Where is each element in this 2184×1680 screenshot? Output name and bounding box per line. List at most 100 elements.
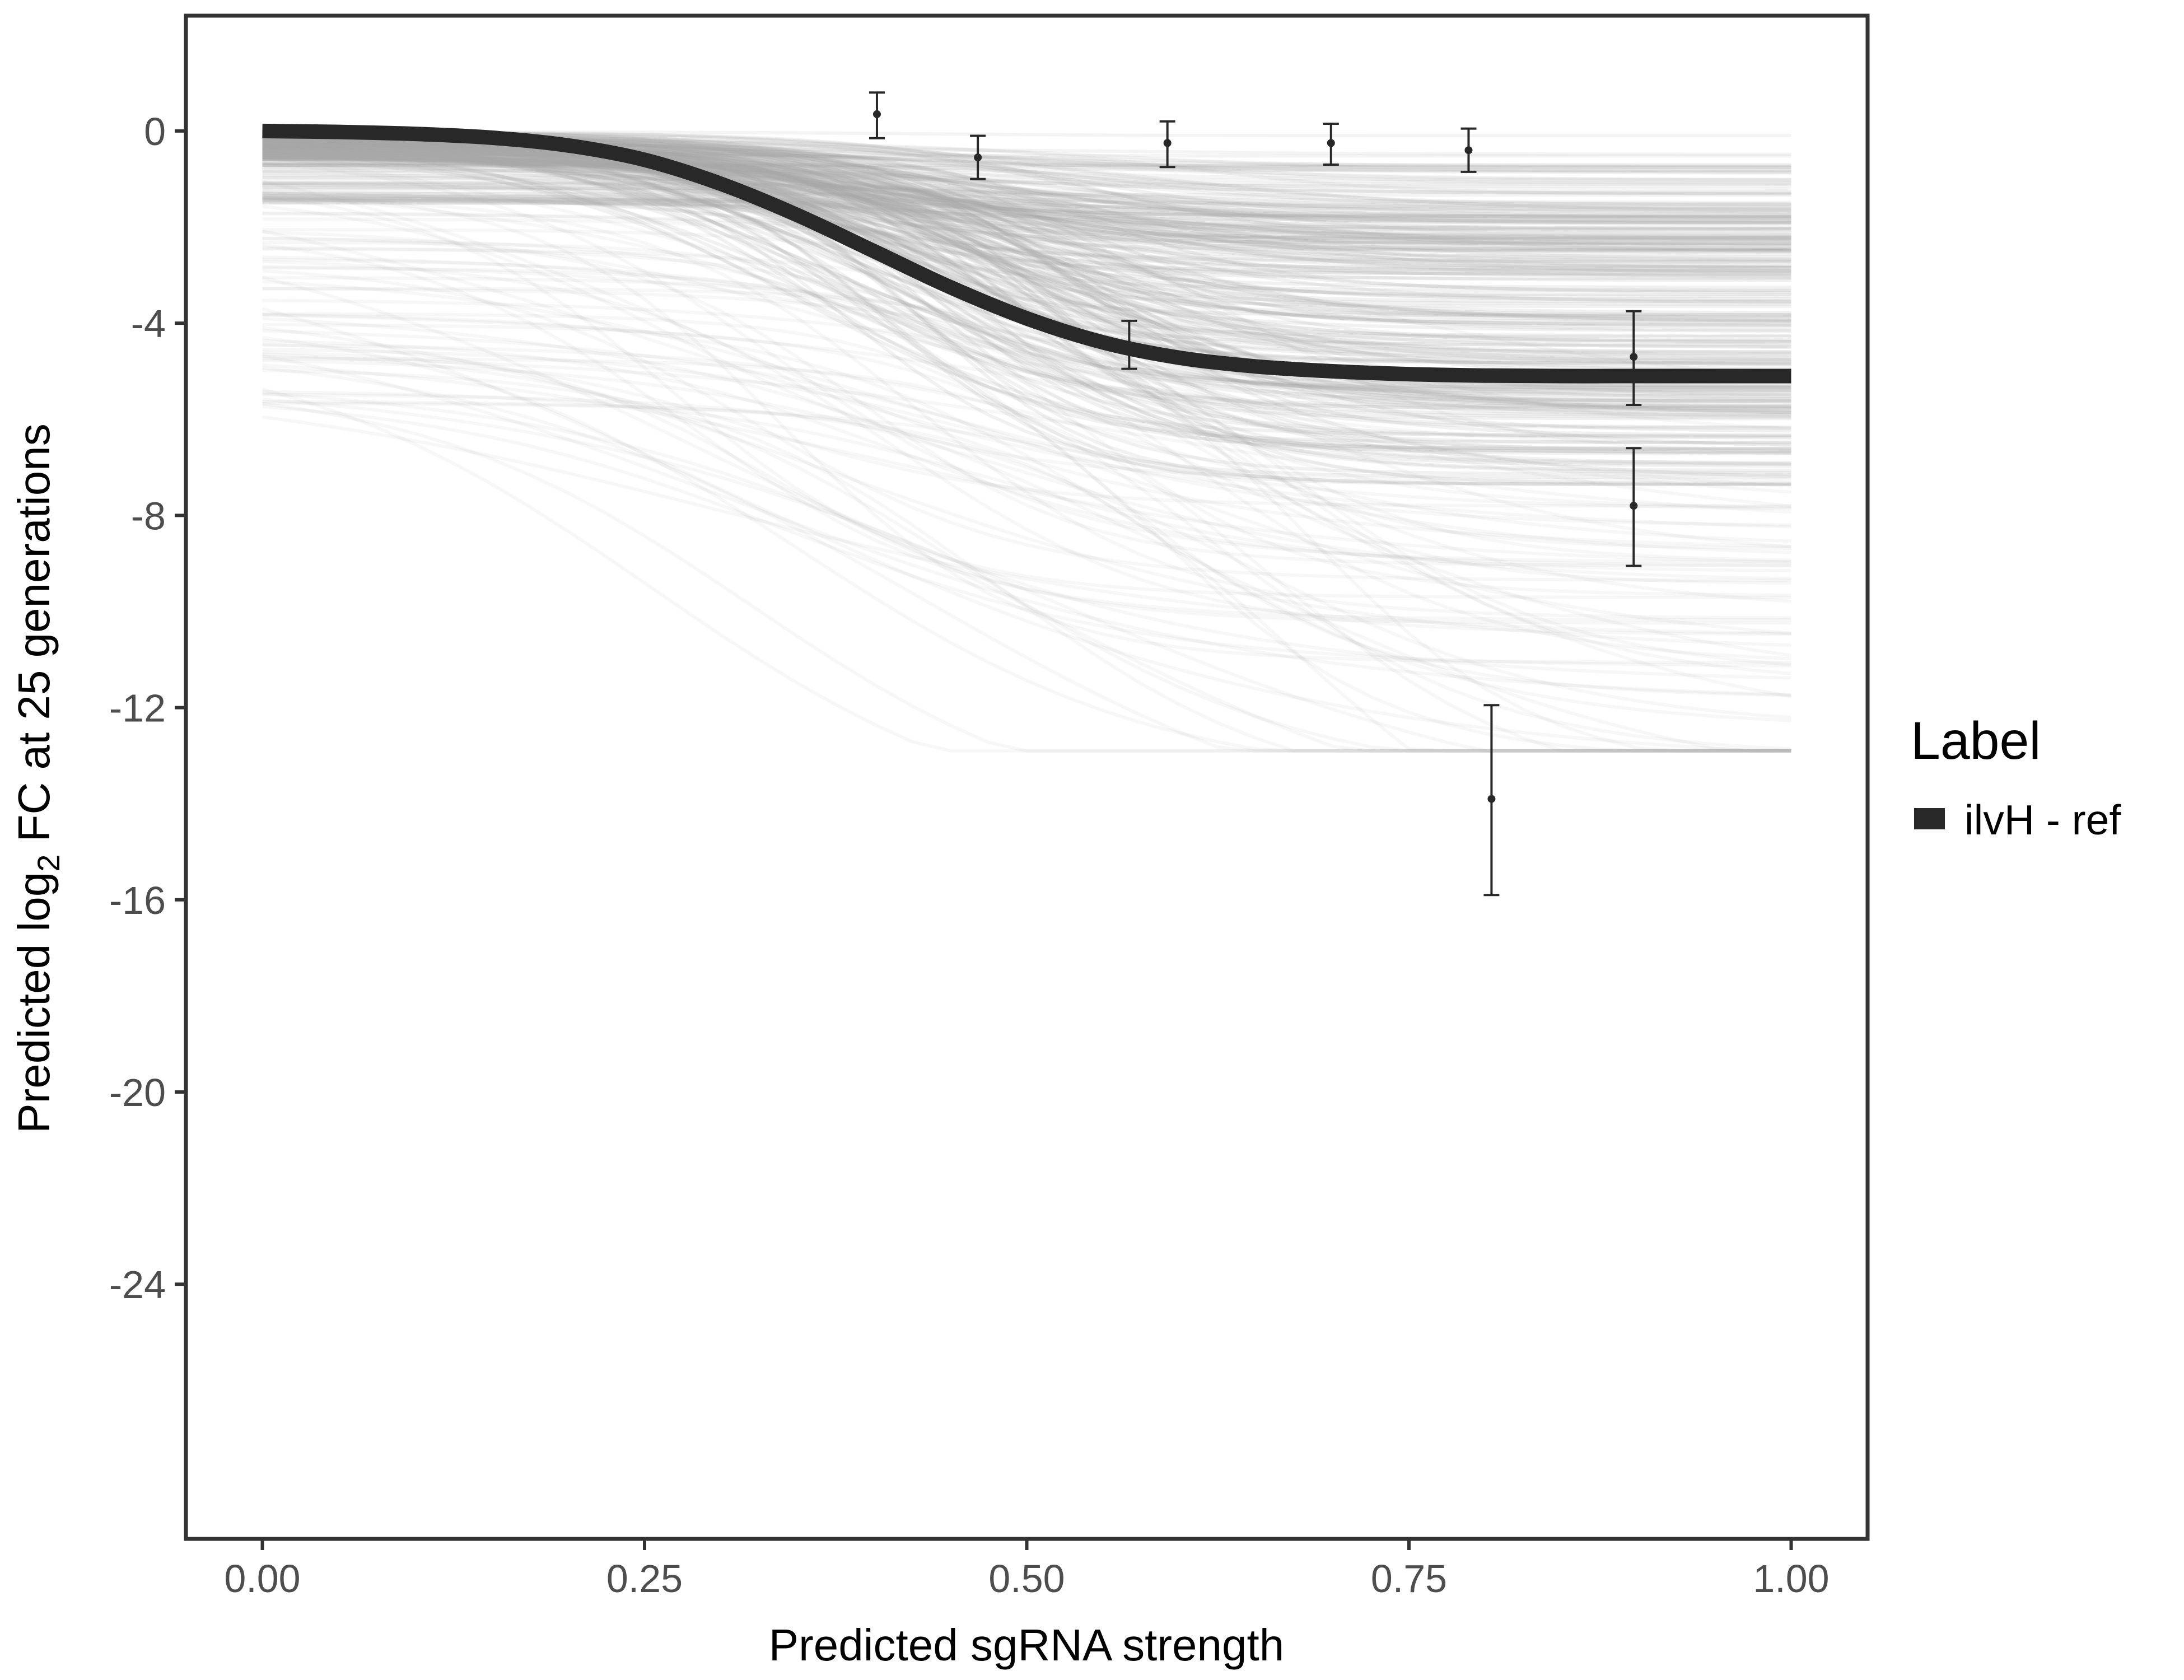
posterior-draw-line	[262, 197, 1791, 253]
posterior-draw-line	[262, 199, 1791, 251]
y-axis-title: Predicted log2 FC at 25 generations	[9, 423, 66, 1133]
posterior-draw-line	[262, 134, 1791, 398]
posterior-draw-line	[262, 143, 1791, 455]
posterior-draw-line	[262, 237, 1791, 697]
legend-title: Label	[1911, 711, 2041, 771]
observation-point	[1159, 120, 1175, 169]
posterior-draw-line	[262, 182, 1791, 248]
posterior-draw-line	[262, 151, 1791, 242]
posterior-draw-line	[262, 193, 1791, 251]
posterior-draw-line	[262, 148, 1791, 486]
posterior-draw-line	[262, 228, 1791, 562]
posterior-draw-line	[262, 134, 1791, 410]
posterior-draw-line	[262, 147, 1791, 479]
posterior-draw-line	[262, 147, 1791, 272]
posterior-draw-line	[262, 151, 1791, 486]
posterior-draw-line	[262, 183, 1791, 264]
posterior-draw-line	[262, 154, 1791, 452]
posterior-draw-line	[262, 157, 1791, 308]
data-point	[974, 153, 982, 162]
posterior-draw-line	[262, 161, 1791, 211]
posterior-draw-line	[262, 153, 1791, 225]
posterior-draw-line	[262, 146, 1791, 325]
posterior-draw-line	[262, 354, 1791, 514]
posterior-draw-line	[262, 146, 1791, 169]
posterior-draw-line	[262, 193, 1791, 657]
posterior-draw-line	[262, 198, 1791, 208]
posterior-draw-line	[262, 368, 1791, 753]
posterior-draw-line	[262, 139, 1791, 276]
posterior-draw-line	[262, 154, 1791, 252]
y-tick-label: 0	[144, 110, 166, 153]
posterior-draw-line	[262, 279, 1791, 511]
posterior-draw-line	[262, 144, 1791, 466]
observation-point	[970, 134, 986, 180]
posterior-draw-line	[262, 151, 1791, 214]
posterior-draw-line	[262, 146, 1791, 430]
posterior-draw-line	[262, 179, 1791, 548]
posterior-draw-line	[262, 150, 1791, 455]
posterior-draw-line	[262, 151, 1791, 342]
posterior-draw-line	[262, 152, 1791, 267]
posterior-draw-line	[262, 157, 1791, 211]
posterior-draw-line	[262, 137, 1791, 419]
posterior-draw-line	[262, 162, 1791, 182]
posterior-draw-line	[262, 145, 1791, 437]
posterior-draw-line	[262, 241, 1791, 597]
posterior-draw-line	[262, 188, 1791, 251]
posterior-draw-line	[262, 198, 1791, 248]
posterior-draw-line	[262, 148, 1791, 413]
posterior-draw-line	[262, 151, 1791, 359]
posterior-draw-line	[262, 350, 1791, 508]
posterior-draw-line	[262, 323, 1791, 751]
posterior-draw-line	[262, 142, 1791, 333]
posterior-draw-line	[262, 164, 1791, 185]
posterior-draw-line	[262, 198, 1791, 248]
posterior-draw-line	[262, 144, 1791, 365]
posterior-draw-line	[262, 144, 1791, 323]
y-axis-title-subscript: 2	[31, 855, 66, 872]
posterior-draw-line	[262, 200, 1791, 256]
data-point	[1125, 340, 1133, 349]
posterior-draw-line	[262, 138, 1791, 440]
posterior-draw-line	[262, 197, 1791, 236]
posterior-draw-line	[262, 174, 1791, 195]
posterior-draw-line	[262, 269, 1791, 582]
posterior-draw-line	[262, 175, 1791, 214]
posterior-draw-line	[262, 343, 1791, 543]
posterior-draw-line	[262, 366, 1791, 753]
posterior-draw-line	[262, 164, 1791, 225]
posterior-draw-line	[262, 357, 1791, 753]
posterior-draw-line	[262, 153, 1791, 253]
posterior-draw-line	[262, 313, 1791, 508]
plot-panel-border	[184, 13, 1870, 1541]
posterior-draw-line	[262, 155, 1791, 344]
posterior-draw-line	[262, 157, 1791, 400]
posterior-draw-line	[262, 139, 1791, 222]
observation-point	[1626, 310, 1642, 407]
posterior-draw-line	[262, 194, 1791, 211]
y-tick-label: -16	[109, 879, 166, 922]
posterior-draw-line	[262, 211, 1791, 380]
y-tick-label: -20	[109, 1071, 166, 1114]
posterior-draw-line	[262, 180, 1791, 230]
posterior-draw-line	[262, 147, 1791, 292]
posterior-draw-line	[262, 276, 1791, 680]
posterior-draw-line	[262, 136, 1791, 392]
posterior-draw-line	[262, 169, 1791, 224]
observation-point	[1460, 127, 1477, 173]
posterior-draw-line	[262, 190, 1791, 273]
posterior-draw-line	[262, 194, 1791, 237]
posterior-draw-line	[262, 170, 1791, 250]
posterior-draw-line	[262, 316, 1791, 753]
posterior-draw-line	[262, 158, 1791, 246]
posterior-draw-line	[262, 171, 1791, 254]
posterior-draw-line	[262, 198, 1791, 223]
posterior-draw-line	[262, 152, 1791, 295]
observations-layer	[869, 91, 1642, 897]
data-point	[1163, 139, 1172, 147]
posterior-draw-line	[262, 157, 1791, 487]
posterior-draw-line	[262, 195, 1791, 599]
